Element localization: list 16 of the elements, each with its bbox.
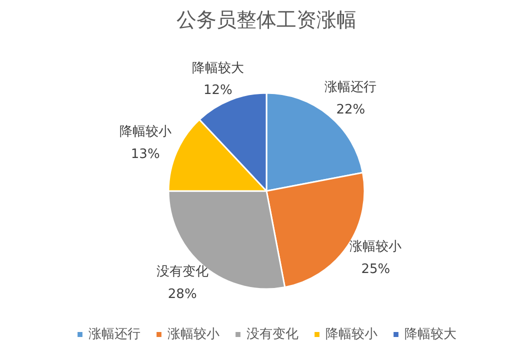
legend-label: 涨幅还行 xyxy=(88,326,140,343)
slice-label: 没有变化 xyxy=(156,264,208,280)
data-label: 13% xyxy=(130,147,160,162)
chart-title: 公务员整体工资涨幅 xyxy=(176,8,356,32)
data-label: 25% xyxy=(361,262,390,278)
legend-label: 降幅较大 xyxy=(404,326,456,343)
legend-label: 降幅较小 xyxy=(326,326,378,343)
data-label: 22% xyxy=(336,102,366,118)
slice-label: 降幅较小 xyxy=(119,124,172,140)
slice-label: 涨幅还行 xyxy=(324,80,377,95)
legend-label: 没有变化 xyxy=(246,326,298,343)
data-label: 12% xyxy=(203,83,232,98)
data-label: 28% xyxy=(168,287,197,302)
slice-label: 降幅较大 xyxy=(192,60,244,76)
legend-label: 涨幅较小 xyxy=(168,326,220,343)
slice-label: 涨幅较小 xyxy=(350,240,402,255)
